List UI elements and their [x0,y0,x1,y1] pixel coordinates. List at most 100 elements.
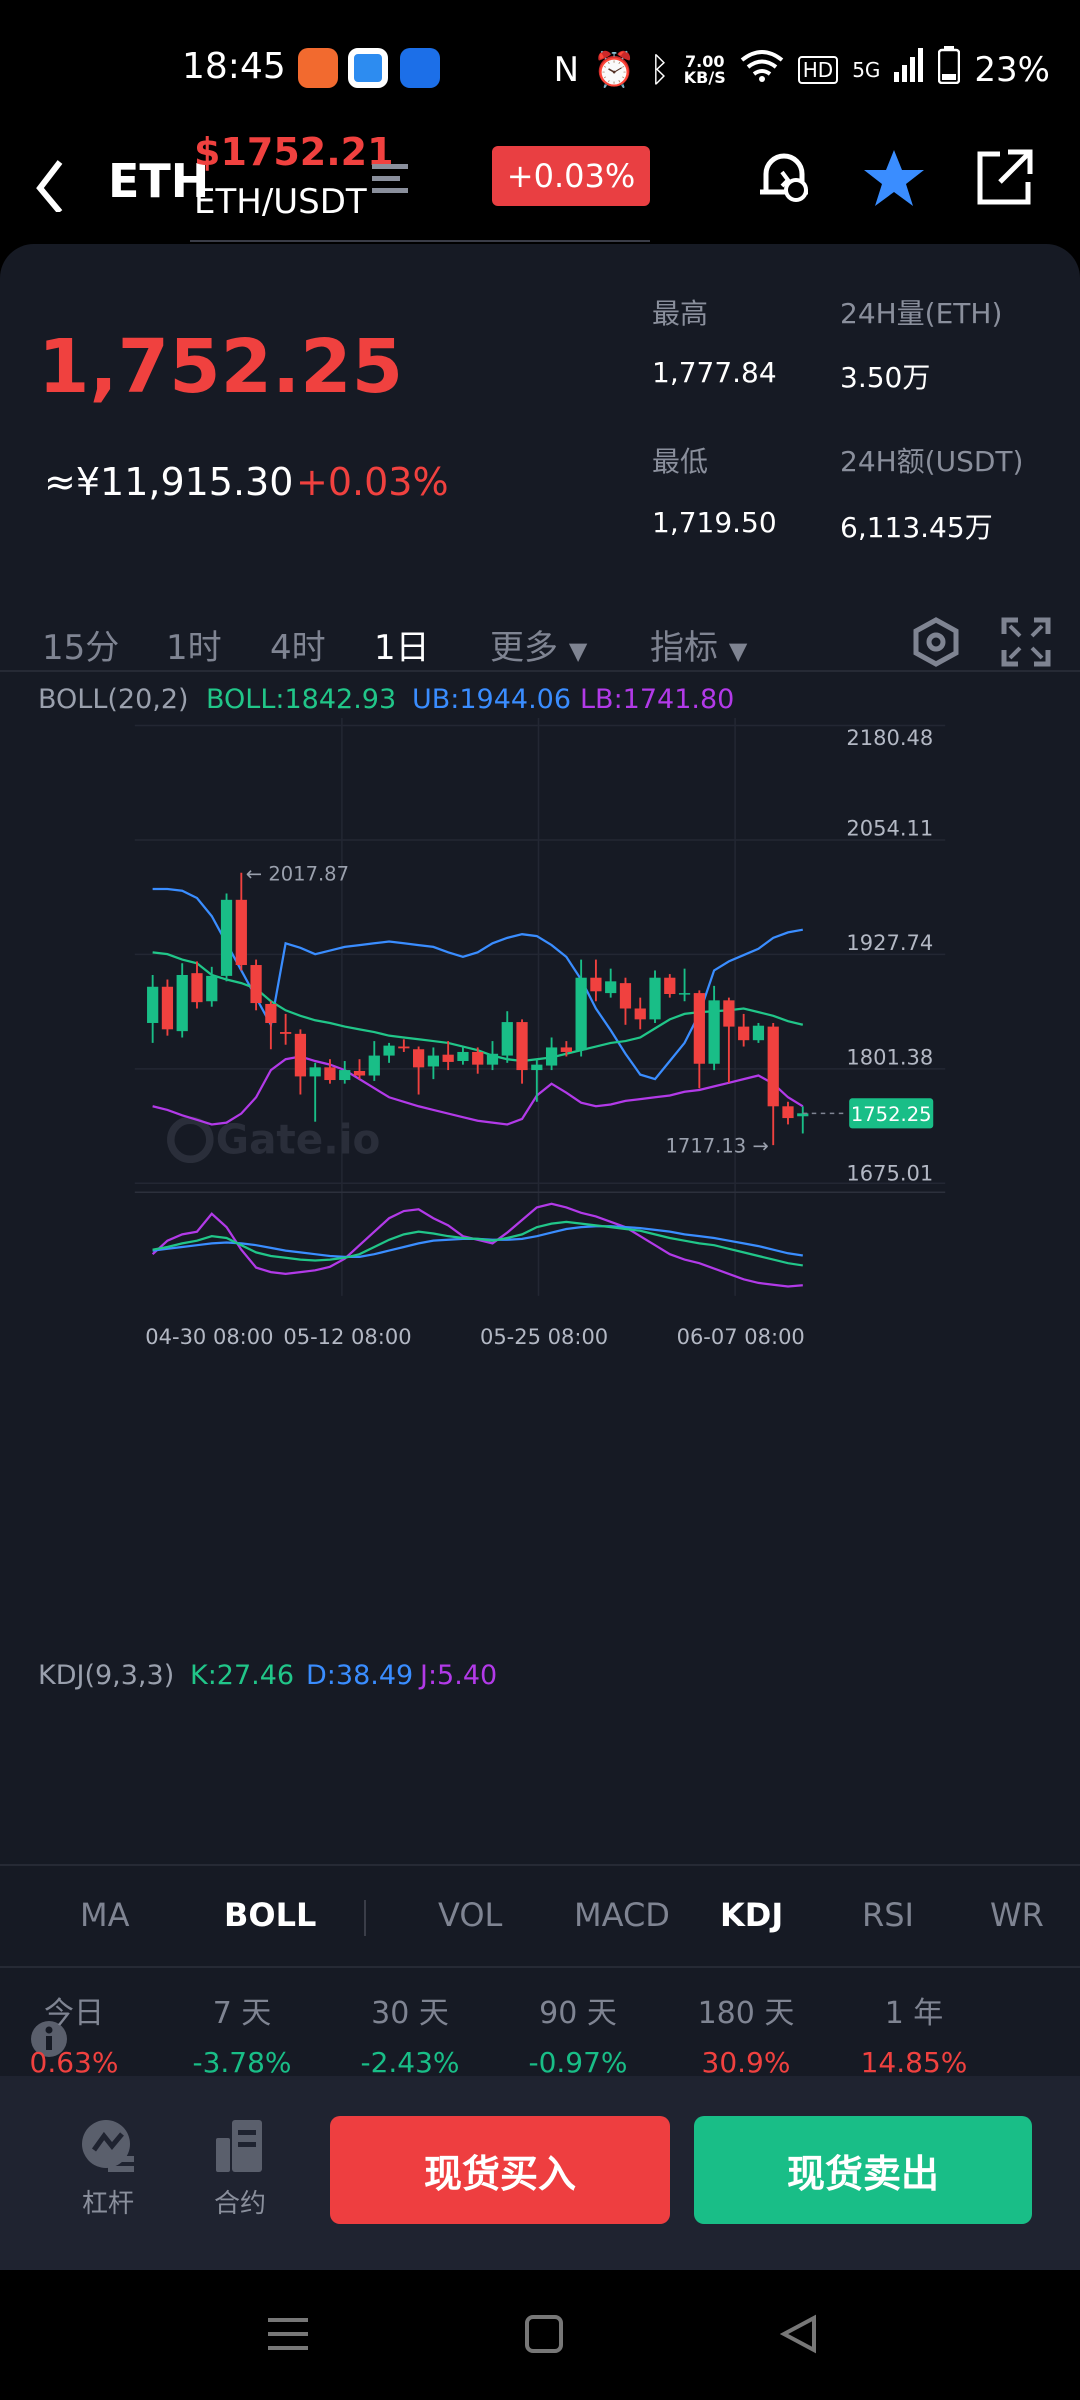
tab-indicators-label: 指标 [650,628,718,668]
candle-body [664,977,676,995]
candle-body [767,1026,779,1107]
contract-button[interactable]: 合约 [190,2116,290,2220]
candle-body [782,1106,794,1119]
menu-nav-button[interactable] [266,2314,310,2358]
volume-value: 3.50万 [840,361,931,394]
favorite-star-icon[interactable] [862,146,926,210]
nfc-icon: N [553,49,580,90]
leverage-button[interactable]: 杠杆 [58,2116,158,2220]
performance-value: 30.9% [701,2046,791,2079]
divider [0,1966,1080,1968]
tab-4h[interactable]: 4时 [270,628,326,668]
performance-label: 1 年 [884,1996,944,2031]
chart-settings-icon[interactable] [910,616,962,668]
share-icon[interactable] [972,146,1036,210]
candle-body [619,983,632,1009]
tab-rsi[interactable]: RSI [862,1896,914,1934]
performance-row: 今日 0.63% 7 天 -3.78% 30 天 -2.43% 90 天 -0.97% 180 … [0,1972,1080,2082]
candle-body [368,1055,380,1076]
pair-title[interactable]: ETH [108,154,210,208]
status-bar: 18:45 N ⏰ ᛒ 7.00 KB/S HD 5G 23% [0,0,1080,140]
boll-legend-lb: LB:1741.80 [580,684,735,715]
current-price-value: 1752.25 [851,1103,932,1126]
bluetooth-icon: ᛒ [649,49,670,90]
overlay-pair: ETH/USDT [194,182,367,222]
price-axis-label: 2054.11 [846,815,933,840]
battery-icon [938,46,961,93]
tab-indicators[interactable]: 指标 ▼ [650,620,747,669]
candle-body [383,1045,395,1056]
date-axis-label: 06-07 08:00 [677,1324,805,1349]
candle-body [693,993,705,1064]
notification-app-icon-3 [400,48,440,88]
fullscreen-icon[interactable] [1000,616,1052,668]
performance-value: -0.97% [528,2046,628,2079]
price-axis-label: 1675.01 [846,1160,933,1185]
home-nav-button[interactable] [524,2314,564,2358]
price-axis-label: 2180.48 [846,725,933,750]
tab-separator [364,1900,366,1936]
candle-body [575,977,587,1051]
candle-body [723,1000,735,1027]
performance-value: -3.78% [192,2046,292,2079]
boll-mid-line [152,951,804,1063]
tab-wr[interactable]: WR [990,1896,1044,1934]
pair-menu-icon[interactable] [368,156,412,200]
tab-15m[interactable]: 15分 [42,628,120,668]
net-speed-unit: KB/S [683,67,726,87]
battery-percent: 23% [974,49,1050,90]
boll-legend-mid: BOLL:1842.93 [206,684,397,715]
spot-buy-button[interactable]: 现货买入 [330,2116,670,2224]
back-button[interactable] [30,152,100,232]
tab-1d[interactable]: 1日 [374,628,430,668]
tab-more-label: 更多 [490,628,558,668]
candle-body [339,1070,351,1081]
divider [0,1864,1080,1866]
candlestick-chart[interactable]: Gate.io ← 2017.87 1717.13 → 2180.48 2054.1… [0,718,1080,1578]
tab-macd[interactable]: MACD [574,1896,670,1934]
candle-body [457,1051,469,1062]
candle-body [235,899,247,966]
tab-ma[interactable]: MA [80,1896,130,1934]
market-panel: 1,752.25 ≈¥11,915.30 +0.03% 最高 1,777.84 … [0,244,1080,2080]
home-icon [525,2315,563,2353]
tab-more[interactable]: 更多 ▼ [490,620,587,669]
candle-body [147,986,159,1023]
tab-kdj[interactable]: KDJ [720,1896,784,1934]
spot-sell-button[interactable]: 现货卖出 [694,2116,1032,2224]
status-icons: N ⏰ ᛒ 7.00 KB/S HD 5G 23% [554,46,1050,93]
candle-body [634,1008,646,1020]
tab-vol[interactable]: VOL [438,1896,503,1934]
alarm-icon: ⏰ [593,49,636,90]
kdj-legend-name: KDJ(9,3,3) [38,1660,175,1691]
candle-body [708,1000,720,1064]
notification-app-icon-1 [298,48,338,88]
candle-body [797,1113,809,1117]
caret-down-icon: ▼ [568,637,588,665]
candle-body [206,975,218,1002]
low-value: 1,719.50 [652,506,777,539]
performance-label: 7 天 [212,1996,272,2031]
candle-body [486,1053,499,1065]
candle-body [265,1003,277,1023]
leverage-icon [82,2120,134,2172]
info-icon[interactable] [30,2020,68,2062]
performance-label: 30 天 [371,1996,449,2031]
price-alert-icon[interactable] [752,146,816,210]
candle-body [442,1054,454,1062]
candle-body [294,1033,307,1077]
back-nav-button[interactable] [779,2314,820,2358]
contract-icon [216,2120,262,2172]
high-annotation: ← 2017.87 [246,862,349,885]
price-axis-label: 1927.74 [846,930,933,955]
low-annotation: 1717.13 → [666,1135,769,1158]
performance-value: 14.85% [860,2046,968,2079]
tab-1h[interactable]: 1时 [166,628,222,668]
low-label: 最低 [652,445,709,478]
signal-label: 5G [852,57,881,82]
header-underline [190,240,650,242]
tab-boll[interactable]: BOLL [224,1896,317,1934]
kdj-k-line [152,1220,803,1267]
candle-body [752,1025,765,1041]
candle-body [191,973,203,1003]
